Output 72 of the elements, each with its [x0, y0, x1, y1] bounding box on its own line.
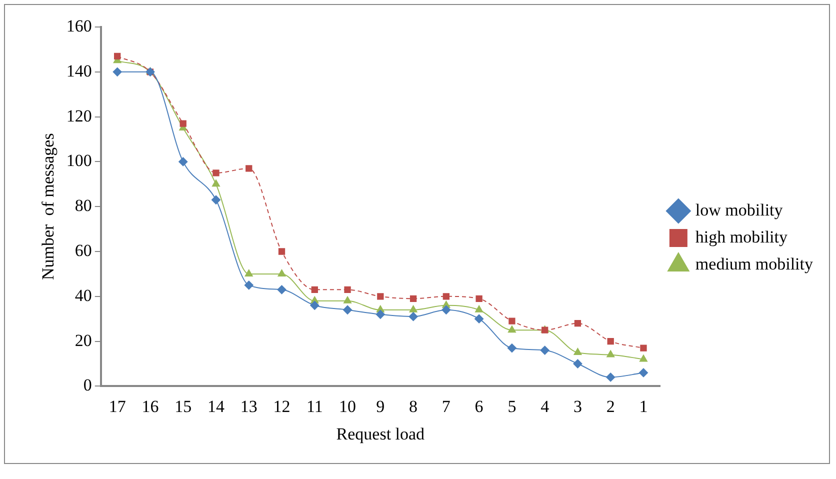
point: [508, 326, 516, 333]
point: [377, 293, 384, 300]
point: [344, 296, 352, 304]
point: [277, 285, 286, 294]
point: [311, 286, 318, 293]
point: [607, 338, 614, 345]
x-tick-label: 13: [240, 396, 258, 416]
legend-label: medium mobility: [695, 254, 814, 274]
x-tick-label: 11: [306, 396, 323, 416]
x-tick-label: 4: [540, 396, 550, 416]
x-axis-title: Request load: [336, 424, 426, 444]
legend-label: high mobility: [695, 227, 788, 246]
point: [640, 354, 648, 362]
point: [474, 314, 484, 324]
point: [114, 52, 121, 60]
point: [606, 350, 615, 358]
x-tick-label: 3: [573, 396, 582, 416]
point: [476, 295, 482, 302]
y-tick-label: 140: [66, 61, 92, 80]
point: [343, 305, 352, 314]
point: [344, 286, 351, 293]
point: [244, 280, 254, 290]
y-tick-label: 60: [74, 240, 92, 260]
y-tick-label: 160: [66, 16, 92, 36]
x-tick-label: 6: [474, 396, 484, 416]
point: [244, 269, 253, 276]
y-tick-label: 40: [74, 286, 92, 305]
y-tick-label: 80: [74, 196, 92, 216]
y-tick-label: 20: [74, 330, 92, 350]
point: [246, 165, 252, 172]
point: [442, 293, 450, 300]
point: [508, 318, 516, 324]
point: [408, 312, 418, 322]
legend-label: low mobility: [695, 200, 784, 220]
point: [574, 320, 582, 327]
x-tick-label: 14: [207, 396, 225, 416]
point: [178, 157, 188, 166]
point: [278, 269, 286, 276]
point: [638, 368, 648, 378]
x-tick-label: 15: [174, 396, 192, 416]
point: [376, 310, 385, 319]
point: [211, 195, 220, 204]
x-tick-label: 10: [339, 396, 356, 416]
point: [212, 180, 220, 187]
point: [410, 295, 417, 302]
x-tick-label: 12: [273, 396, 290, 416]
x-tick-label: 1: [639, 396, 648, 416]
point: [442, 305, 451, 314]
y-tick-label: 100: [66, 151, 92, 170]
y-tick-label: 0: [83, 376, 92, 395]
x-tick-label: 17: [108, 396, 126, 416]
point: [180, 120, 186, 127]
x-tick-label: 5: [508, 396, 516, 416]
x-tick-label: 9: [376, 396, 385, 416]
point: [310, 300, 320, 310]
point: [573, 359, 582, 368]
x-tick-label: 2: [606, 396, 615, 416]
x-tick-label: 7: [442, 396, 451, 416]
y-axis-title: Number of messages: [38, 133, 58, 280]
point: [540, 346, 550, 355]
point: [640, 344, 647, 352]
point: [212, 170, 220, 176]
point: [278, 248, 286, 255]
point: [409, 305, 418, 312]
y-tick-label: 120: [66, 106, 92, 126]
point: [475, 305, 484, 312]
x-tick-label: 16: [142, 396, 159, 416]
point: [606, 372, 616, 382]
point: [574, 348, 582, 356]
x-tick-label: 8: [409, 396, 418, 416]
point: [112, 67, 122, 76]
point: [507, 344, 516, 353]
